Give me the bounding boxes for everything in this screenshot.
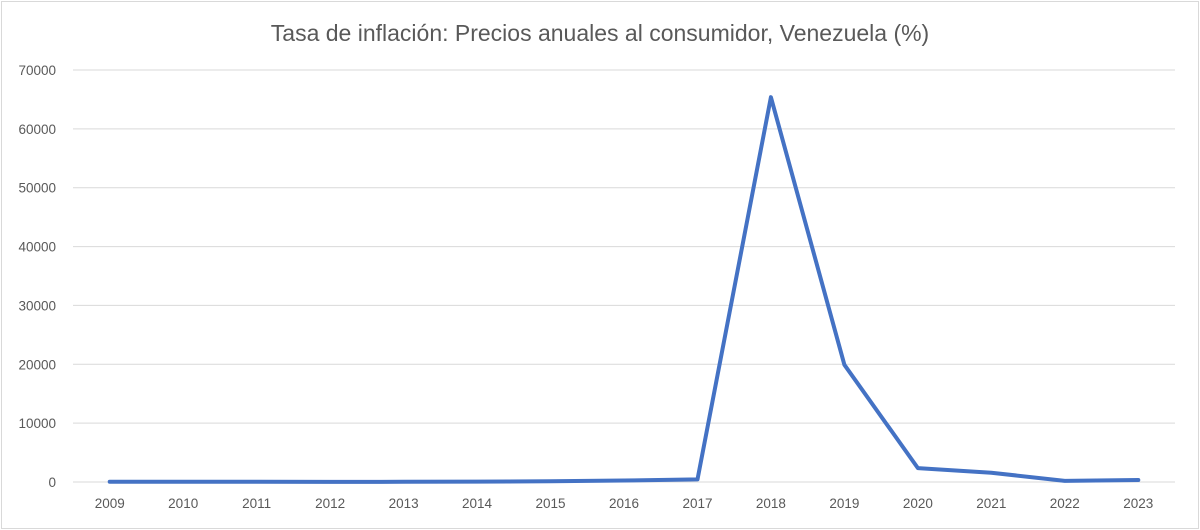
- x-tick-label: 2020: [903, 496, 933, 511]
- x-tick-label: 2018: [756, 496, 786, 511]
- x-tick-label: 2019: [829, 496, 859, 511]
- x-tick-label: 2010: [168, 496, 198, 511]
- chart-title: Tasa de inflación: Precios anuales al co…: [270, 20, 930, 46]
- x-tick-label: 2014: [462, 496, 493, 511]
- x-tick-label: 2023: [1123, 496, 1153, 511]
- x-tick-label: 2015: [536, 496, 566, 511]
- y-tick-label: 0: [48, 475, 56, 490]
- y-tick-label: 50000: [18, 181, 56, 196]
- x-tick-label: 2022: [1050, 496, 1080, 511]
- y-tick-label: 20000: [18, 357, 56, 372]
- x-tick-label: 2009: [95, 496, 125, 511]
- series-line: [107, 95, 1141, 484]
- x-tick-label: 2011: [242, 496, 271, 511]
- y-tick-label: 30000: [18, 298, 56, 313]
- x-tick-label: 2021: [976, 496, 1006, 511]
- x-tick-label: 2016: [609, 496, 639, 511]
- x-tick-label: 2017: [682, 496, 712, 511]
- x-tick-label: 2013: [389, 496, 419, 511]
- y-tick-label: 40000: [18, 240, 56, 255]
- y-tick-label: 10000: [18, 416, 56, 431]
- y-tick-label: 70000: [18, 63, 56, 78]
- y-tick-label: 60000: [18, 122, 56, 137]
- x-tick-label: 2012: [315, 496, 345, 511]
